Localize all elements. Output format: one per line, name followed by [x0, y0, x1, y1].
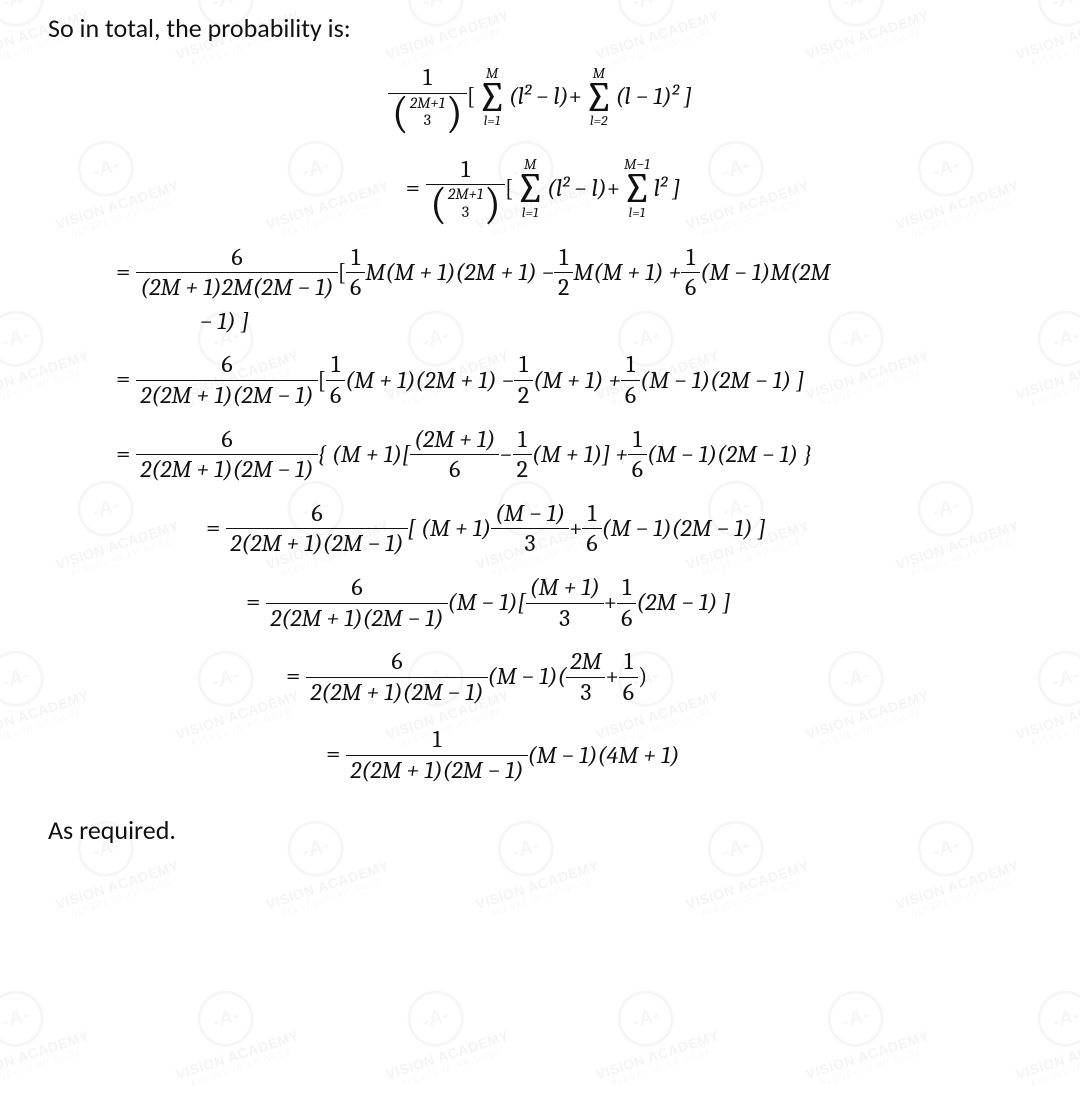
- watermark-stamp: -A-VISION ACADEMYALEVEL·IB·AP·GCSE: [561, 967, 739, 1094]
- equation-line-7: = 6 2(2M + 1)(2M − 1) (M − 1)[ (M + 1)3 …: [40, 574, 1080, 632]
- watermark-stamp: -A-VISION ACADEMYALEVEL·IB·AP·GCSE: [141, 967, 319, 1094]
- watermark-stamp: -A-VISION ACADEMYALEVEL·IB·AP·GCSE: [351, 967, 529, 1094]
- watermark-stamp: -A-VISION ACADEMYALEVEL·IB·AP·GCSE: [0, 967, 109, 1094]
- closing-text: As required.: [48, 814, 1040, 846]
- equation-line-3b: − 1) ]: [40, 308, 1080, 336]
- equation-line-9: = 1 2(2M + 1)(2M − 1) (M − 1)(4M + 1): [40, 726, 1080, 784]
- equation-line-8: = 6 2(2M + 1)(2M − 1) (M − 1)( 2M3 + 16 …: [40, 648, 1080, 706]
- content-area: So in total, the probability is: 1 ( 2M+…: [40, 12, 1040, 846]
- equation-line-5: = 6 2(2M + 1)(2M − 1) { (M + 1)[ (2M + 1…: [40, 426, 1080, 484]
- intro-text: So in total, the probability is:: [48, 12, 1040, 44]
- equation-line-4: = 6 2(2M + 1)(2M − 1) [ 16 (M + 1)(2M + …: [40, 351, 1080, 409]
- watermark-stamp: -A-VISION ACADEMYALEVEL·IB·AP·GCSE: [1071, 797, 1080, 926]
- watermark-stamp: -A-VISION ACADEMYALEVEL·IB·AP·GCSE: [981, 967, 1080, 1094]
- watermark-stamp: -A-VISION ACADEMYALEVEL·IB·AP·GCSE: [1071, 117, 1080, 246]
- equation-line-1: 1 ( 2M+13 ) [ M∑l=1 (l² − l) + M∑l=2 (l …: [40, 64, 1040, 130]
- watermark-stamp: -A-VISION ACADEMYALEVEL·IB·AP·GCSE: [771, 967, 949, 1094]
- equation-line-6: = 6 2(2M + 1)(2M − 1) [ (M + 1) (M − 1)3…: [40, 500, 1080, 558]
- equation-line-3: = 6 (2M + 1)2M(2M − 1) [ 16 M(M + 1)(2M …: [40, 244, 1080, 302]
- equation-line-2: = 1 ( 2M+13 ) [ M∑l=1 (l² − l) + M−1∑l=1…: [40, 156, 1040, 222]
